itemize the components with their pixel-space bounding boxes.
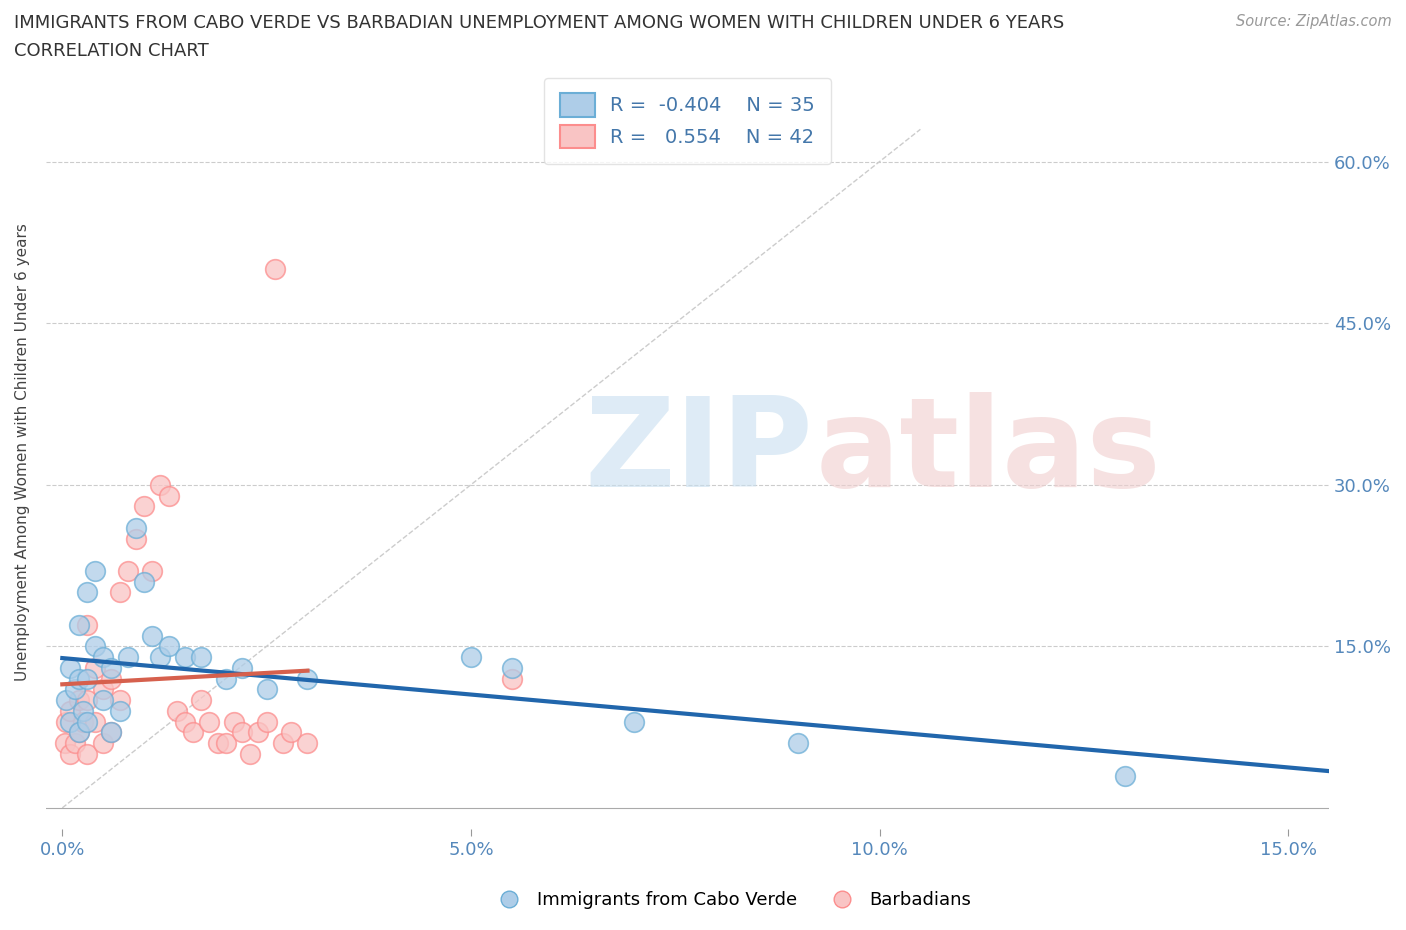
Point bbox=[231, 725, 253, 740]
Point bbox=[125, 521, 148, 536]
Point bbox=[91, 693, 114, 708]
Point bbox=[100, 660, 122, 675]
Point bbox=[501, 671, 523, 686]
Point bbox=[132, 574, 155, 589]
Point bbox=[149, 477, 172, 492]
Point bbox=[786, 736, 808, 751]
Point bbox=[215, 736, 238, 751]
Point bbox=[67, 725, 90, 740]
Point bbox=[239, 747, 262, 762]
Point bbox=[1114, 768, 1136, 783]
Legend: Immigrants from Cabo Verde, Barbadians: Immigrants from Cabo Verde, Barbadians bbox=[484, 884, 979, 916]
Point bbox=[76, 693, 98, 708]
Point bbox=[100, 725, 122, 740]
Point bbox=[91, 682, 114, 697]
Point bbox=[53, 736, 76, 751]
Point bbox=[76, 585, 98, 600]
Point bbox=[76, 747, 98, 762]
Point bbox=[67, 618, 90, 632]
Point bbox=[460, 650, 482, 665]
Point bbox=[117, 650, 139, 665]
Point bbox=[215, 671, 238, 686]
Point bbox=[76, 618, 98, 632]
Point bbox=[76, 671, 98, 686]
Point bbox=[132, 498, 155, 513]
Point bbox=[256, 714, 278, 729]
Point bbox=[67, 671, 90, 686]
Text: IMMIGRANTS FROM CABO VERDE VS BARBADIAN UNEMPLOYMENT AMONG WOMEN WITH CHILDREN U: IMMIGRANTS FROM CABO VERDE VS BARBADIAN … bbox=[14, 14, 1064, 32]
Point bbox=[72, 703, 94, 718]
Point bbox=[84, 564, 107, 578]
Point bbox=[59, 660, 82, 675]
Point bbox=[141, 628, 163, 643]
Point bbox=[59, 714, 82, 729]
Point bbox=[190, 650, 212, 665]
Point bbox=[100, 725, 122, 740]
Point bbox=[181, 725, 204, 740]
Point bbox=[247, 725, 270, 740]
Point bbox=[263, 262, 285, 277]
Point bbox=[108, 693, 131, 708]
Point bbox=[174, 650, 197, 665]
Point bbox=[59, 703, 82, 718]
Point bbox=[222, 714, 245, 729]
Text: Source: ZipAtlas.com: Source: ZipAtlas.com bbox=[1236, 14, 1392, 29]
Point bbox=[125, 531, 148, 546]
Point bbox=[157, 488, 180, 503]
Point bbox=[63, 736, 86, 751]
Point bbox=[100, 671, 122, 686]
Point bbox=[271, 736, 294, 751]
Point bbox=[55, 693, 77, 708]
Point bbox=[190, 693, 212, 708]
Point bbox=[84, 639, 107, 654]
Y-axis label: Unemployment Among Women with Children Under 6 years: Unemployment Among Women with Children U… bbox=[15, 223, 30, 682]
Point bbox=[108, 585, 131, 600]
Point bbox=[84, 660, 107, 675]
Point bbox=[207, 736, 229, 751]
Point bbox=[231, 660, 253, 675]
Legend: R =  -0.404    N = 35, R =   0.554    N = 42: R = -0.404 N = 35, R = 0.554 N = 42 bbox=[544, 77, 831, 164]
Point bbox=[256, 682, 278, 697]
Point bbox=[72, 714, 94, 729]
Text: ZIP: ZIP bbox=[585, 392, 814, 513]
Text: CORRELATION CHART: CORRELATION CHART bbox=[14, 42, 209, 60]
Point bbox=[117, 564, 139, 578]
Point bbox=[149, 650, 172, 665]
Point bbox=[91, 650, 114, 665]
Point bbox=[297, 671, 319, 686]
Point bbox=[59, 747, 82, 762]
Point bbox=[91, 736, 114, 751]
Point bbox=[63, 682, 86, 697]
Point bbox=[198, 714, 221, 729]
Point bbox=[280, 725, 302, 740]
Point bbox=[76, 714, 98, 729]
Point bbox=[141, 564, 163, 578]
Point bbox=[67, 725, 90, 740]
Point bbox=[157, 639, 180, 654]
Point bbox=[84, 714, 107, 729]
Point bbox=[174, 714, 197, 729]
Point bbox=[166, 703, 188, 718]
Point bbox=[623, 714, 645, 729]
Text: atlas: atlas bbox=[815, 392, 1161, 513]
Point bbox=[67, 693, 90, 708]
Point bbox=[108, 703, 131, 718]
Point bbox=[501, 660, 523, 675]
Point bbox=[55, 714, 77, 729]
Point bbox=[297, 736, 319, 751]
